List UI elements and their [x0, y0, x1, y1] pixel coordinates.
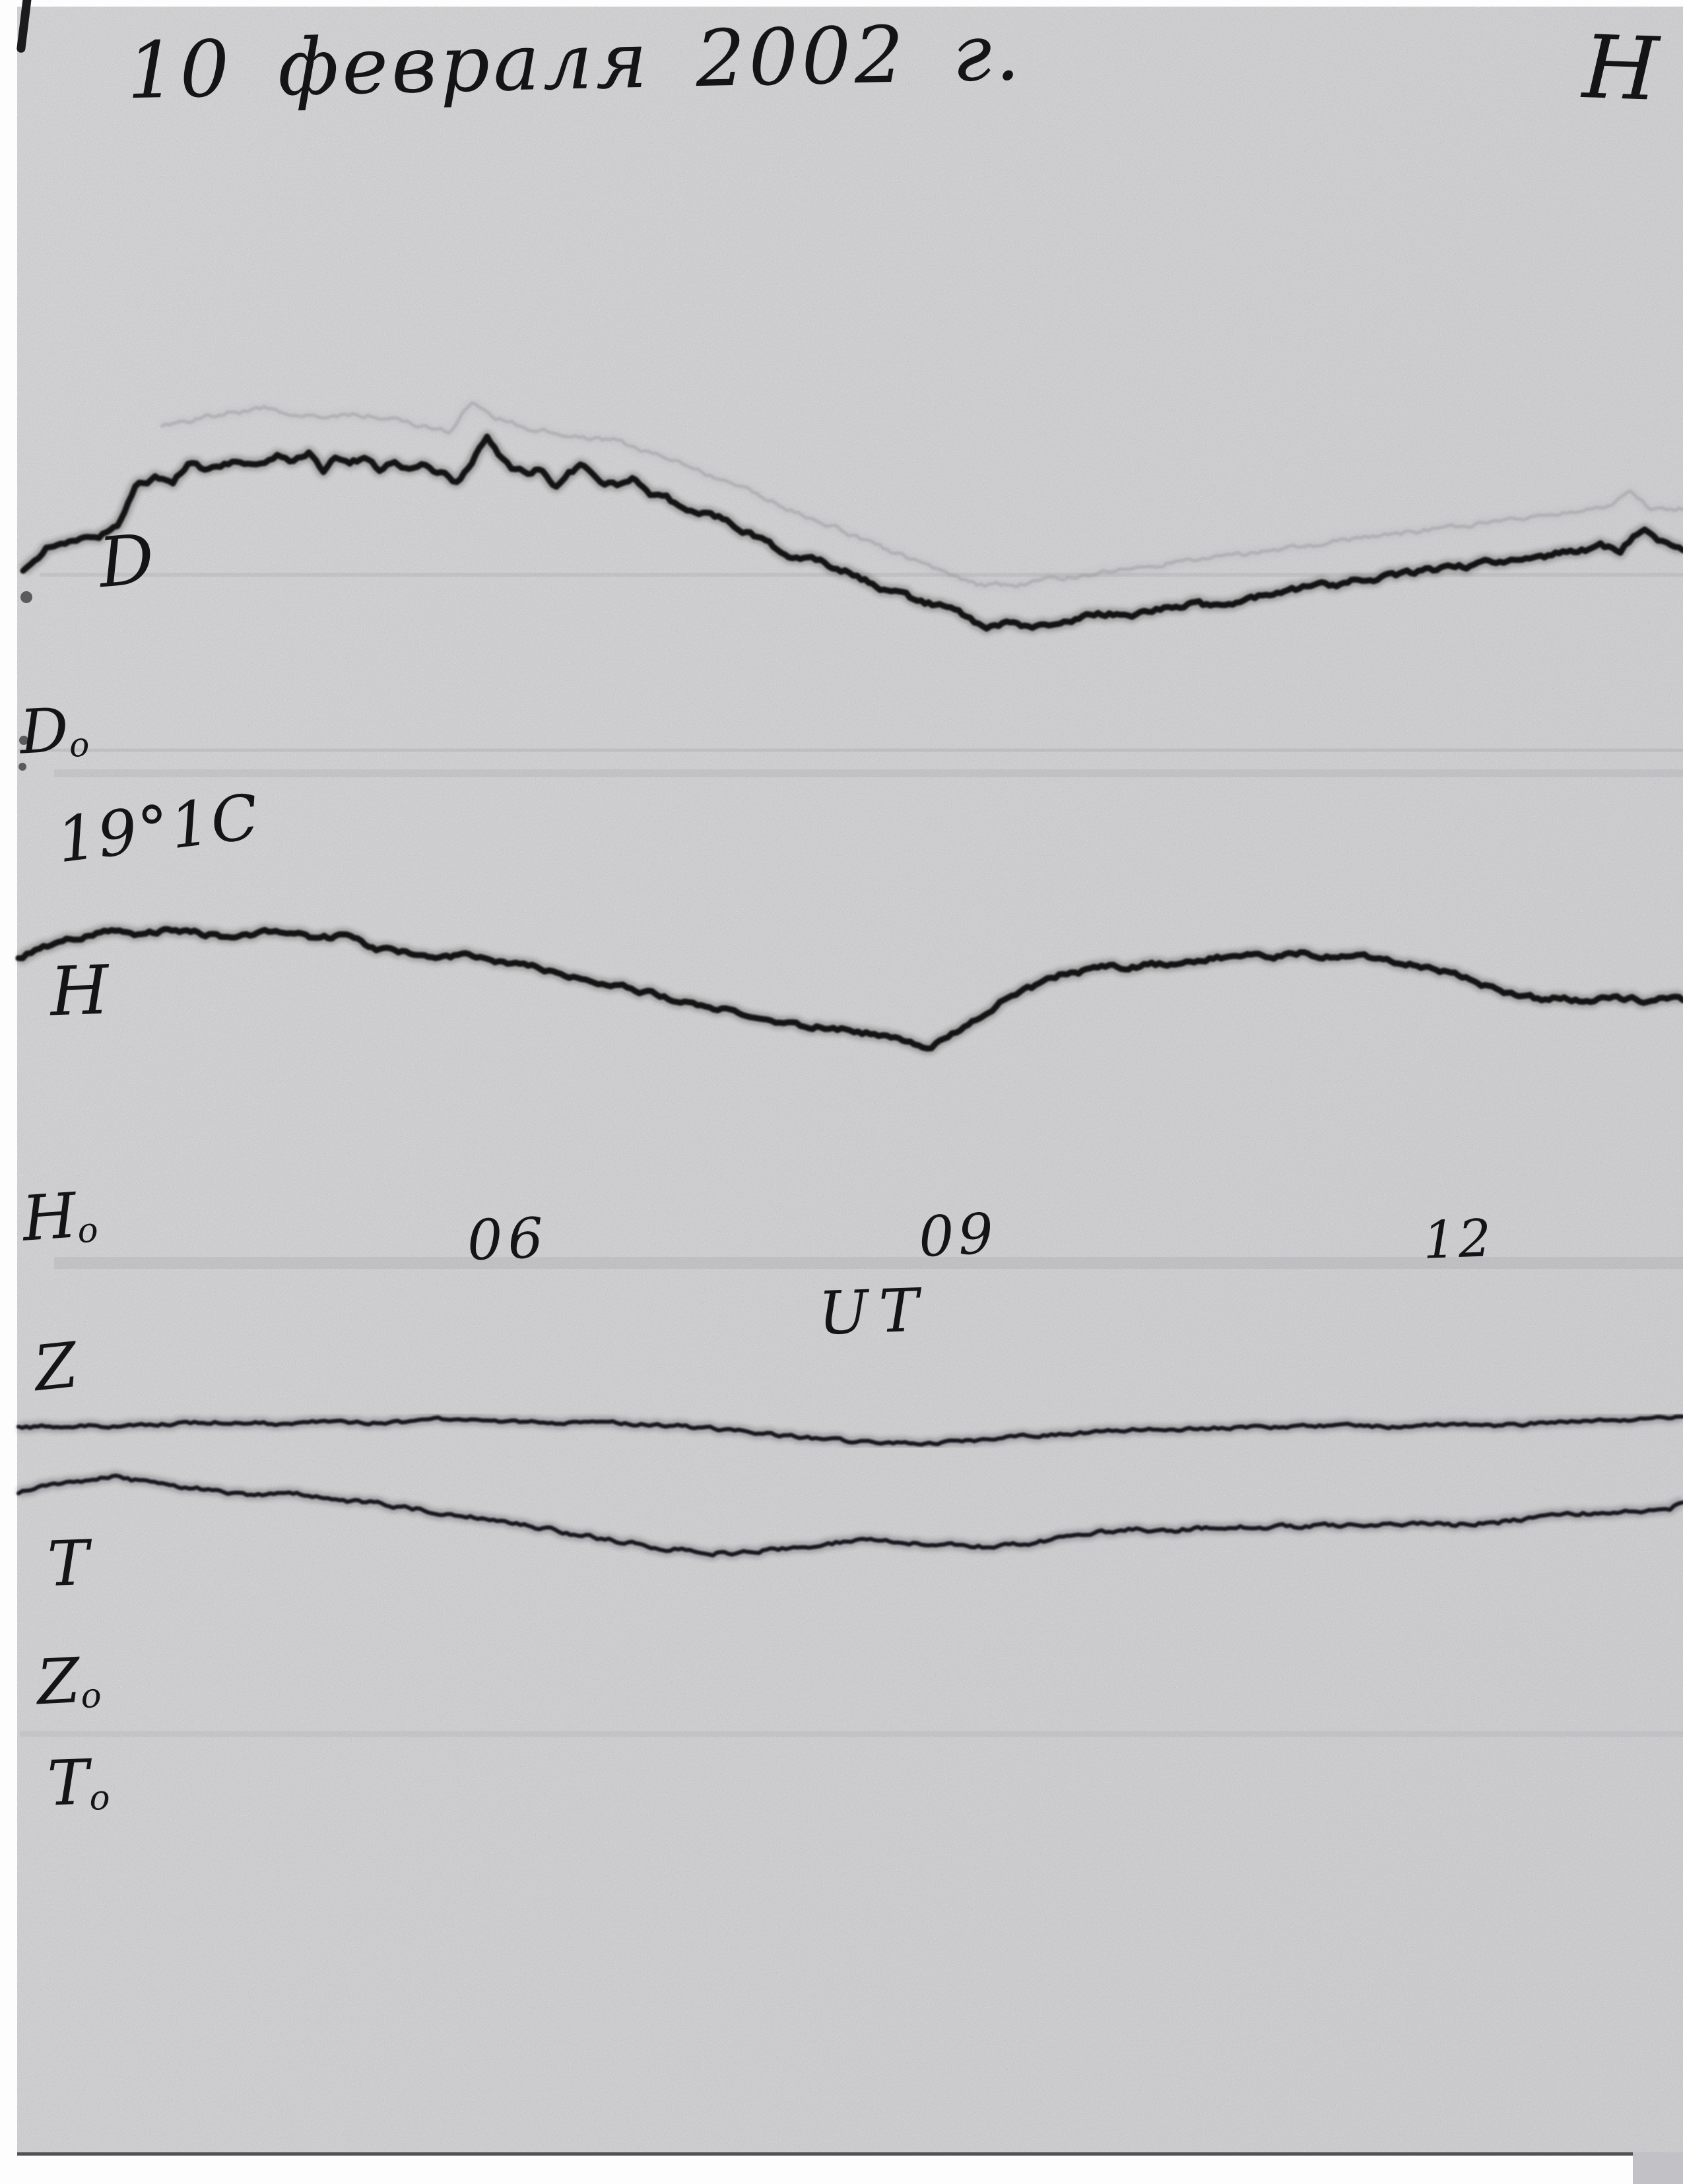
baseline-lines — [13, 776, 1683, 1742]
scanner-corner-shadow — [1633, 2152, 1683, 2184]
crease-line — [20, 1731, 1683, 1737]
trace-label-h: H — [48, 951, 110, 1032]
trace-D-faded-duplicate — [160, 401, 1683, 589]
baseline-label-do: Do — [18, 694, 90, 768]
baseline-label-to: To — [46, 1747, 111, 1820]
trace-label-t: T — [46, 1527, 90, 1601]
ink-smudge — [18, 763, 26, 771]
time-axis-unit-label: UT — [817, 1275, 931, 1349]
hour-tick-marks — [188, 478, 1641, 1534]
hour-label-12: 12 — [1422, 1209, 1495, 1271]
trace-T — [16, 1473, 1683, 1558]
baseline-label-ho: Ho — [20, 1180, 100, 1256]
trace-D — [20, 434, 1683, 632]
crease-line — [18, 748, 1683, 752]
trace-H — [15, 926, 1683, 1052]
ink-smudge — [20, 591, 32, 603]
paper-bottom-edge — [17, 2152, 1683, 2156]
baseline-label-zo: Zo — [35, 1645, 103, 1719]
crease-line — [54, 1257, 1683, 1269]
hour-label-09: 09 — [917, 1200, 999, 1270]
trace-label-z: Z — [30, 1329, 81, 1406]
trace-label-d: D — [95, 518, 158, 604]
trace-curves — [15, 399, 1683, 1560]
corner-letter: H — [1581, 16, 1661, 121]
paper-grain-texture — [17, 7, 1683, 2155]
crease-line — [54, 769, 1683, 777]
trace-Z — [16, 1414, 1683, 1447]
ink-smudge — [19, 736, 28, 745]
hour-label-06: 06 — [466, 1205, 550, 1273]
date-title: 10 февраля 2002 г. — [125, 6, 1024, 117]
